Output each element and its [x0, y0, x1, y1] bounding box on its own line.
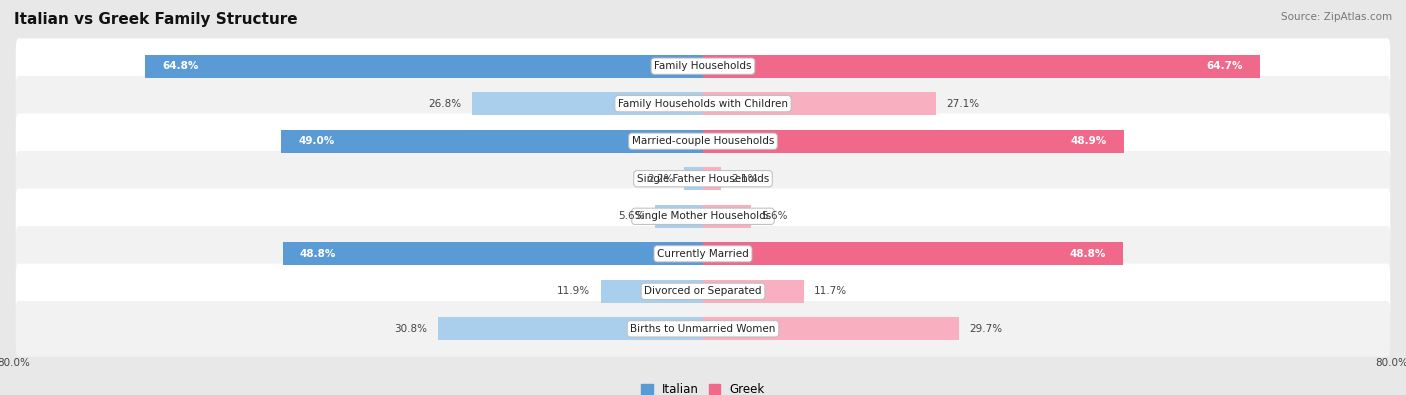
Bar	[703, 55, 1260, 78]
Bar	[703, 280, 804, 303]
Bar	[437, 317, 703, 340]
Text: 64.8%: 64.8%	[162, 61, 198, 71]
Text: 48.8%: 48.8%	[299, 249, 336, 259]
FancyBboxPatch shape	[15, 113, 1391, 169]
Text: 29.7%: 29.7%	[969, 324, 1002, 334]
Text: Births to Unmarried Women: Births to Unmarried Women	[630, 324, 776, 334]
Bar	[703, 242, 1123, 265]
FancyBboxPatch shape	[15, 188, 1391, 244]
Text: 2.1%: 2.1%	[731, 174, 758, 184]
Legend: Italian, Greek: Italian, Greek	[641, 383, 765, 395]
FancyBboxPatch shape	[15, 151, 1391, 207]
Bar	[600, 280, 703, 303]
Bar	[472, 92, 703, 115]
Text: Source: ZipAtlas.com: Source: ZipAtlas.com	[1281, 12, 1392, 22]
FancyBboxPatch shape	[15, 301, 1391, 357]
Bar	[703, 130, 1125, 153]
Text: Single Father Households: Single Father Households	[637, 174, 769, 184]
Bar	[283, 242, 703, 265]
Bar	[703, 205, 751, 228]
Text: 49.0%: 49.0%	[298, 136, 335, 146]
Text: 30.8%: 30.8%	[395, 324, 427, 334]
Text: 11.9%: 11.9%	[557, 286, 591, 296]
Bar	[703, 167, 721, 190]
Text: 26.8%: 26.8%	[429, 99, 461, 109]
Text: Family Households: Family Households	[654, 61, 752, 71]
Text: Single Mother Households: Single Mother Households	[636, 211, 770, 221]
Text: Divorced or Separated: Divorced or Separated	[644, 286, 762, 296]
Bar	[703, 92, 936, 115]
Text: 64.7%: 64.7%	[1206, 61, 1243, 71]
FancyBboxPatch shape	[15, 263, 1391, 319]
Bar	[655, 205, 703, 228]
Text: 5.6%: 5.6%	[619, 211, 644, 221]
Bar	[145, 55, 703, 78]
FancyBboxPatch shape	[15, 38, 1391, 94]
Text: 11.7%: 11.7%	[814, 286, 848, 296]
FancyBboxPatch shape	[15, 226, 1391, 282]
Text: 2.2%: 2.2%	[647, 174, 673, 184]
Text: Family Households with Children: Family Households with Children	[619, 99, 787, 109]
Text: 48.8%: 48.8%	[1070, 249, 1107, 259]
Bar	[281, 130, 703, 153]
Text: Italian vs Greek Family Structure: Italian vs Greek Family Structure	[14, 12, 298, 27]
Text: 5.6%: 5.6%	[762, 211, 787, 221]
Text: 27.1%: 27.1%	[946, 99, 980, 109]
Text: Currently Married: Currently Married	[657, 249, 749, 259]
FancyBboxPatch shape	[15, 76, 1391, 132]
Text: Married-couple Households: Married-couple Households	[631, 136, 775, 146]
Text: 48.9%: 48.9%	[1070, 136, 1107, 146]
Bar	[685, 167, 703, 190]
Bar	[703, 317, 959, 340]
